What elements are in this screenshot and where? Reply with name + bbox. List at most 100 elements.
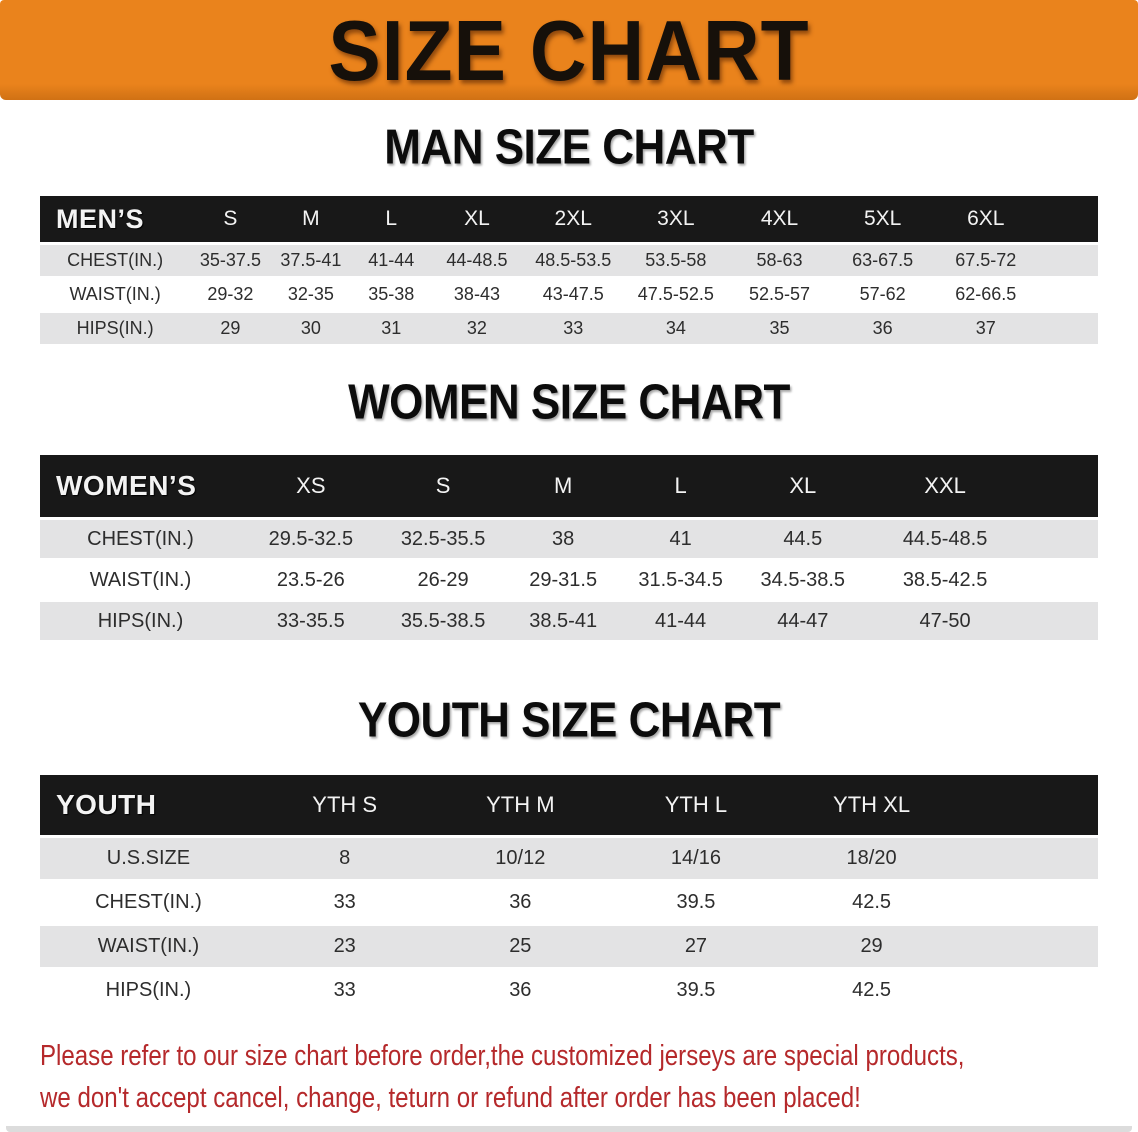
women-section-title-text: WOMEN SIZE CHART — [348, 375, 790, 430]
size-value: 38.5-41 — [505, 602, 621, 640]
size-value: 31.5-34.5 — [620, 561, 741, 599]
size-value: 42.5 — [783, 970, 960, 1011]
row-label: WAIST(IN.) — [40, 926, 257, 967]
bottom-edge-strip — [6, 1126, 1132, 1132]
youth-group-label: YOUTH — [40, 775, 257, 835]
size-value: 37.5-41 — [270, 245, 352, 276]
women-column-header: XXL — [865, 455, 1025, 517]
size-value: 32-35 — [270, 279, 352, 310]
youth-column-header: YTH L — [608, 775, 784, 835]
size-value: 36 — [831, 313, 934, 344]
size-value: 58-63 — [727, 245, 832, 276]
women-column-header: L — [620, 455, 741, 517]
row-spacer-cell — [1037, 313, 1098, 344]
row-spacer-cell — [1024, 561, 1098, 599]
row-spacer-cell — [1037, 245, 1098, 276]
size-value: 44.5 — [740, 520, 866, 558]
size-value: 34 — [624, 313, 728, 344]
row-label: U.S.SIZE — [40, 838, 257, 879]
disclaimer-line-2: we don't accept cancel, change, teturn o… — [40, 1082, 861, 1114]
women-size-table: WOMEN’S XS S M L XL XXL CHEST(IN.) 29.5-32.5 32.5… — [40, 452, 1098, 643]
size-value: 52.5-57 — [727, 279, 832, 310]
size-value: 47.5-52.5 — [624, 279, 728, 310]
women-data-row: WAIST(IN.) 23.5-26 26-29 29-31.5 31.5-34.5 34… — [40, 561, 1098, 599]
size-value: 29-32 — [190, 279, 271, 310]
row-spacer-cell — [1037, 279, 1098, 310]
banner: SIZE CHART — [0, 0, 1138, 100]
women-column-header: S — [380, 455, 506, 517]
women-column-header: XS — [241, 455, 381, 517]
size-value: 33-35.5 — [241, 602, 381, 640]
youth-section-title: YOUTH SIZE CHART — [0, 690, 1138, 752]
size-value: 35-38 — [351, 279, 432, 310]
youth-data-row: HIPS(IN.) 33 36 39.5 42.5 — [40, 970, 1098, 1011]
youth-size-table: YOUTH YTH S YTH M YTH L YTH XL U.S.SIZE 8 10/12… — [40, 772, 1098, 1014]
men-header-row: MEN’S S M L XL 2XL 3XL 4XL 5XL 6XL — [40, 196, 1098, 242]
row-label: CHEST(IN.) — [40, 520, 242, 558]
men-column-header: 3XL — [624, 196, 728, 242]
women-data-row: HIPS(IN.) 33-35.5 35.5-38.5 38.5-41 41-44 44-… — [40, 602, 1098, 640]
women-column-header: M — [505, 455, 621, 517]
size-value: 29 — [783, 926, 960, 967]
youth-column-header: YTH S — [256, 775, 433, 835]
men-column-header: 2XL — [522, 196, 624, 242]
row-label: WAIST(IN.) — [40, 279, 191, 310]
size-value: 42.5 — [783, 882, 960, 923]
row-label: HIPS(IN.) — [40, 602, 242, 640]
size-value: 63-67.5 — [831, 245, 934, 276]
size-value: 31 — [351, 313, 432, 344]
size-value: 38-43 — [431, 279, 523, 310]
disclaimer-line-1: Please refer to our size chart before or… — [40, 1040, 965, 1072]
size-value: 26-29 — [380, 561, 506, 599]
size-value: 41 — [620, 520, 741, 558]
men-column-header: L — [351, 196, 432, 242]
row-label: CHEST(IN.) — [40, 882, 257, 923]
youth-data-row: U.S.SIZE 8 10/12 14/16 18/20 — [40, 838, 1098, 879]
youth-header-row: YOUTH YTH S YTH M YTH L YTH XL — [40, 775, 1098, 835]
size-value: 57-62 — [831, 279, 934, 310]
women-header-row: WOMEN’S XS S M L XL XXL — [40, 455, 1098, 517]
size-value: 39.5 — [608, 970, 784, 1011]
men-column-header: M — [270, 196, 352, 242]
row-label: HIPS(IN.) — [40, 313, 191, 344]
men-group-label: MEN’S — [40, 196, 191, 242]
size-value: 41-44 — [351, 245, 432, 276]
size-value: 14/16 — [608, 838, 784, 879]
size-value: 35-37.5 — [190, 245, 271, 276]
size-value: 29.5-32.5 — [241, 520, 381, 558]
men-column-header: XL — [431, 196, 523, 242]
size-value: 36 — [432, 970, 609, 1011]
women-data-row: CHEST(IN.) 29.5-32.5 32.5-35.5 38 41 44.5 44.5… — [40, 520, 1098, 558]
men-data-row: HIPS(IN.) 29 30 31 32 33 34 35 36 37 — [40, 313, 1098, 344]
men-section-title-text: MAN SIZE CHART — [384, 120, 754, 175]
banner-title: SIZE CHART — [328, 2, 810, 98]
size-value: 67.5-72 — [933, 245, 1038, 276]
size-value: 34.5-38.5 — [740, 561, 866, 599]
size-value: 32 — [431, 313, 523, 344]
row-label: CHEST(IN.) — [40, 245, 191, 276]
men-section-title: MAN SIZE CHART — [0, 118, 1138, 178]
size-value: 29-31.5 — [505, 561, 621, 599]
size-value: 35.5-38.5 — [380, 602, 506, 640]
size-value: 18/20 — [783, 838, 960, 879]
disclaimer: Please refer to our size chart before or… — [40, 1035, 1130, 1119]
row-spacer-cell — [1024, 602, 1098, 640]
size-value: 36 — [432, 882, 609, 923]
women-group-label: WOMEN’S — [40, 455, 242, 517]
size-value: 48.5-53.5 — [522, 245, 624, 276]
size-value: 38 — [505, 520, 621, 558]
size-value: 8 — [256, 838, 433, 879]
men-data-row: CHEST(IN.) 35-37.5 37.5-41 41-44 44-48.5 48.5… — [40, 245, 1098, 276]
row-label: HIPS(IN.) — [40, 970, 257, 1011]
size-value: 32.5-35.5 — [380, 520, 506, 558]
youth-section-title-text: YOUTH SIZE CHART — [357, 693, 781, 748]
row-spacer-cell — [959, 838, 1098, 879]
women-column-header: XL — [740, 455, 866, 517]
size-value: 37 — [933, 313, 1038, 344]
youth-column-header: YTH XL — [783, 775, 960, 835]
size-value: 25 — [432, 926, 609, 967]
size-value: 39.5 — [608, 882, 784, 923]
row-spacer-cell — [959, 970, 1098, 1011]
size-value: 44.5-48.5 — [865, 520, 1025, 558]
